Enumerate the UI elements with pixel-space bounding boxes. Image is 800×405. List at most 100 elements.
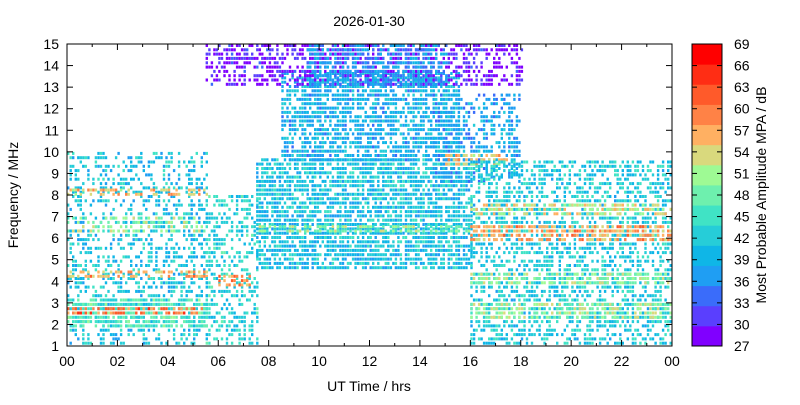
- heatmap-cell: [470, 201, 473, 205]
- heatmap-cell: [440, 236, 443, 239]
- heatmap-cell: [288, 69, 292, 73]
- heatmap-cell: [349, 162, 352, 166]
- heatmap-cell: [213, 216, 216, 220]
- heatmap-cell: [372, 218, 375, 222]
- heatmap-cell: [200, 229, 203, 233]
- heatmap-cell: [304, 188, 307, 192]
- heatmap-cell: [356, 123, 360, 127]
- heatmap-cell: [140, 238, 143, 242]
- heatmap-cell: [203, 188, 206, 192]
- heatmap-cell: [276, 82, 279, 86]
- heatmap-cell: [351, 76, 355, 80]
- heatmap-cell: [404, 253, 408, 257]
- heatmap-cell: [127, 298, 130, 302]
- heatmap-cell: [394, 257, 398, 261]
- heatmap-cell: [261, 248, 264, 252]
- heatmap-cell: [341, 136, 345, 140]
- heatmap-cell: [170, 229, 173, 233]
- heatmap-cell: [220, 268, 224, 272]
- heatmap-cell: [263, 61, 266, 65]
- heatmap-cell: [281, 253, 284, 257]
- heatmap-cell: [369, 227, 372, 231]
- heatmap-cell: [349, 158, 352, 162]
- heatmap-cell: [354, 257, 357, 261]
- heatmap-cell: [288, 85, 292, 88]
- heatmap-cell: [220, 56, 224, 60]
- heatmap-cell: [422, 227, 425, 231]
- heatmap-cell: [135, 315, 138, 319]
- heatmap-cell: [414, 192, 418, 196]
- heatmap-cell: [319, 85, 322, 88]
- heatmap-cell: [309, 106, 312, 110]
- heatmap-cell: [414, 97, 418, 101]
- heatmap-cell: [208, 52, 211, 56]
- heatmap-cell: [130, 298, 133, 302]
- heatmap-cell: [392, 89, 395, 93]
- heatmap-cell: [177, 177, 181, 181]
- heatmap-cell: [334, 110, 337, 114]
- heatmap-cell: [102, 328, 105, 332]
- heatmap-cell: [414, 115, 418, 119]
- heatmap-cell: [92, 294, 95, 298]
- heatmap-cell: [394, 231, 398, 235]
- heatmap-cell: [306, 74, 309, 78]
- heatmap-cell: [382, 197, 385, 201]
- heatmap-cell: [392, 218, 395, 222]
- heatmap-cell: [419, 227, 423, 231]
- heatmap-cell: [102, 341, 105, 345]
- heatmap-cell: [324, 72, 327, 75]
- heatmap-cell: [256, 199, 259, 203]
- heatmap-cell: [281, 175, 284, 179]
- heatmap-cell: [331, 52, 335, 56]
- heatmap-cell: [160, 151, 163, 155]
- heatmap-cell: [286, 240, 289, 244]
- heatmap-cell: [304, 225, 307, 229]
- heatmap-cell: [67, 216, 70, 220]
- heatmap-cell: [341, 110, 345, 114]
- heatmap-cell: [359, 179, 362, 183]
- heatmap-cell: [467, 214, 471, 218]
- heatmap-cell: [160, 341, 163, 345]
- heatmap-cell: [387, 257, 390, 261]
- heatmap-cell: [316, 136, 319, 140]
- heatmap-cell: [394, 110, 398, 114]
- heatmap-cell: [374, 119, 377, 123]
- heatmap-cell: [316, 229, 319, 233]
- heatmap-cell: [256, 311, 259, 315]
- heatmap-cell: [84, 285, 87, 289]
- heatmap-cell: [304, 85, 307, 88]
- heatmap-cell: [130, 246, 133, 250]
- heatmap-cell: [251, 238, 254, 242]
- heatmap-cell: [263, 158, 266, 162]
- heatmap-cell: [145, 302, 148, 306]
- heatmap-cell: [170, 151, 173, 155]
- heatmap-cell: [283, 171, 287, 175]
- heatmap-cell: [271, 179, 274, 183]
- heatmap-cell: [188, 195, 191, 198]
- heatmap-cell: [462, 210, 466, 214]
- heatmap-cell: [412, 167, 415, 170]
- heatmap-cell: [407, 205, 410, 209]
- heatmap-cell: [188, 203, 191, 207]
- heatmap-cell: [74, 173, 77, 177]
- heatmap-cell: [389, 214, 393, 218]
- heatmap-cell: [465, 201, 468, 205]
- heatmap-cell: [309, 214, 312, 218]
- heatmap-cell: [304, 128, 307, 132]
- heatmap-cell: [208, 220, 211, 224]
- heatmap-cell: [225, 283, 229, 287]
- heatmap-cell: [399, 231, 403, 235]
- heatmap-cell: [218, 225, 221, 229]
- heatmap-cell: [215, 302, 219, 306]
- heatmap-cell: [109, 341, 113, 345]
- heatmap-cell: [316, 257, 319, 261]
- heatmap-cell: [177, 216, 181, 220]
- heatmap-cell: [261, 167, 264, 170]
- heatmap-cell: [387, 240, 390, 244]
- heatmap-cell: [240, 82, 244, 86]
- heatmap-cell: [361, 72, 365, 75]
- heatmap-cell: [251, 281, 254, 285]
- heatmap-cell: [389, 119, 393, 123]
- heatmap-cell: [281, 128, 284, 132]
- heatmap-cell: [293, 253, 297, 257]
